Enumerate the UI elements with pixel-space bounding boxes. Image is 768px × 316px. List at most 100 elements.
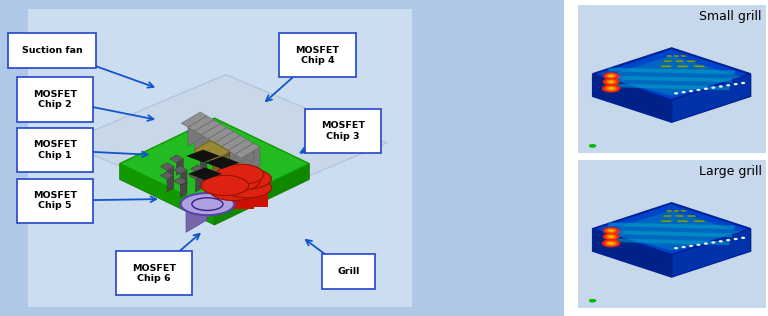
Polygon shape bbox=[671, 229, 750, 277]
Polygon shape bbox=[664, 216, 671, 217]
Text: MOSFET
Chip 5: MOSFET Chip 5 bbox=[33, 191, 77, 210]
Polygon shape bbox=[614, 84, 730, 90]
Polygon shape bbox=[593, 48, 750, 100]
Ellipse shape bbox=[213, 171, 260, 191]
Ellipse shape bbox=[607, 80, 614, 83]
Polygon shape bbox=[608, 68, 735, 74]
Polygon shape bbox=[687, 216, 696, 217]
Ellipse shape bbox=[224, 178, 271, 198]
Polygon shape bbox=[170, 155, 184, 163]
Polygon shape bbox=[216, 150, 229, 158]
Polygon shape bbox=[189, 172, 202, 179]
Ellipse shape bbox=[607, 228, 619, 233]
Polygon shape bbox=[677, 66, 688, 67]
Polygon shape bbox=[210, 145, 217, 161]
Polygon shape bbox=[227, 179, 268, 198]
Polygon shape bbox=[214, 131, 240, 147]
Ellipse shape bbox=[719, 240, 723, 242]
Polygon shape bbox=[186, 150, 220, 162]
Ellipse shape bbox=[703, 88, 708, 90]
Polygon shape bbox=[196, 175, 202, 192]
Ellipse shape bbox=[602, 239, 621, 247]
Polygon shape bbox=[614, 239, 730, 245]
Ellipse shape bbox=[589, 299, 597, 302]
Polygon shape bbox=[188, 116, 207, 146]
Polygon shape bbox=[208, 128, 227, 158]
Polygon shape bbox=[677, 221, 688, 222]
Polygon shape bbox=[660, 66, 671, 67]
Polygon shape bbox=[676, 216, 684, 217]
Polygon shape bbox=[186, 191, 207, 232]
Polygon shape bbox=[611, 230, 732, 237]
Polygon shape bbox=[174, 177, 187, 185]
Polygon shape bbox=[28, 9, 412, 307]
Text: MOSFET
Chip 3: MOSFET Chip 3 bbox=[321, 121, 365, 141]
Polygon shape bbox=[197, 169, 204, 185]
Polygon shape bbox=[694, 221, 705, 222]
Ellipse shape bbox=[681, 91, 686, 94]
Ellipse shape bbox=[733, 238, 738, 240]
Polygon shape bbox=[602, 210, 741, 250]
Polygon shape bbox=[210, 159, 224, 167]
Polygon shape bbox=[201, 124, 220, 154]
Polygon shape bbox=[167, 167, 174, 183]
Ellipse shape bbox=[180, 193, 234, 215]
Polygon shape bbox=[671, 74, 750, 122]
Ellipse shape bbox=[605, 86, 617, 91]
Ellipse shape bbox=[603, 227, 619, 234]
Polygon shape bbox=[214, 191, 253, 210]
Polygon shape bbox=[188, 116, 214, 131]
Text: Suction fan: Suction fan bbox=[22, 46, 83, 55]
Polygon shape bbox=[674, 55, 679, 57]
Ellipse shape bbox=[689, 245, 693, 247]
Polygon shape bbox=[194, 152, 207, 160]
Text: MOSFET
Chip 1: MOSFET Chip 1 bbox=[33, 140, 77, 160]
Ellipse shape bbox=[605, 234, 617, 239]
Ellipse shape bbox=[719, 85, 723, 88]
Polygon shape bbox=[186, 191, 229, 217]
Ellipse shape bbox=[733, 83, 738, 85]
Ellipse shape bbox=[605, 79, 617, 84]
FancyBboxPatch shape bbox=[280, 33, 356, 77]
Ellipse shape bbox=[697, 89, 700, 91]
Polygon shape bbox=[194, 120, 214, 150]
Polygon shape bbox=[593, 229, 671, 277]
Polygon shape bbox=[167, 175, 174, 192]
Polygon shape bbox=[687, 61, 696, 62]
Polygon shape bbox=[221, 136, 240, 166]
Polygon shape bbox=[220, 174, 260, 193]
FancyBboxPatch shape bbox=[116, 251, 192, 295]
Polygon shape bbox=[214, 131, 233, 161]
Ellipse shape bbox=[608, 229, 614, 232]
Polygon shape bbox=[208, 128, 233, 143]
Polygon shape bbox=[694, 66, 705, 67]
Polygon shape bbox=[174, 166, 187, 174]
Polygon shape bbox=[188, 167, 222, 180]
Polygon shape bbox=[593, 203, 750, 255]
Ellipse shape bbox=[201, 175, 249, 196]
Ellipse shape bbox=[607, 87, 614, 90]
Ellipse shape bbox=[741, 237, 745, 239]
FancyBboxPatch shape bbox=[17, 179, 93, 223]
Polygon shape bbox=[205, 156, 239, 169]
Ellipse shape bbox=[607, 73, 619, 78]
Text: MOSFET
Chip 6: MOSFET Chip 6 bbox=[132, 264, 176, 283]
Polygon shape bbox=[200, 156, 207, 173]
Ellipse shape bbox=[603, 78, 620, 86]
Polygon shape bbox=[161, 163, 174, 170]
Ellipse shape bbox=[603, 72, 619, 79]
Polygon shape bbox=[593, 74, 671, 122]
Ellipse shape bbox=[607, 242, 614, 245]
Polygon shape bbox=[213, 152, 230, 180]
Polygon shape bbox=[667, 55, 671, 57]
Ellipse shape bbox=[674, 92, 678, 94]
Polygon shape bbox=[234, 143, 253, 173]
Polygon shape bbox=[205, 185, 245, 204]
Polygon shape bbox=[194, 140, 230, 161]
Polygon shape bbox=[180, 181, 187, 198]
Polygon shape bbox=[190, 165, 204, 173]
Polygon shape bbox=[660, 221, 671, 222]
Polygon shape bbox=[667, 210, 671, 211]
Ellipse shape bbox=[606, 228, 617, 233]
Polygon shape bbox=[214, 164, 310, 225]
